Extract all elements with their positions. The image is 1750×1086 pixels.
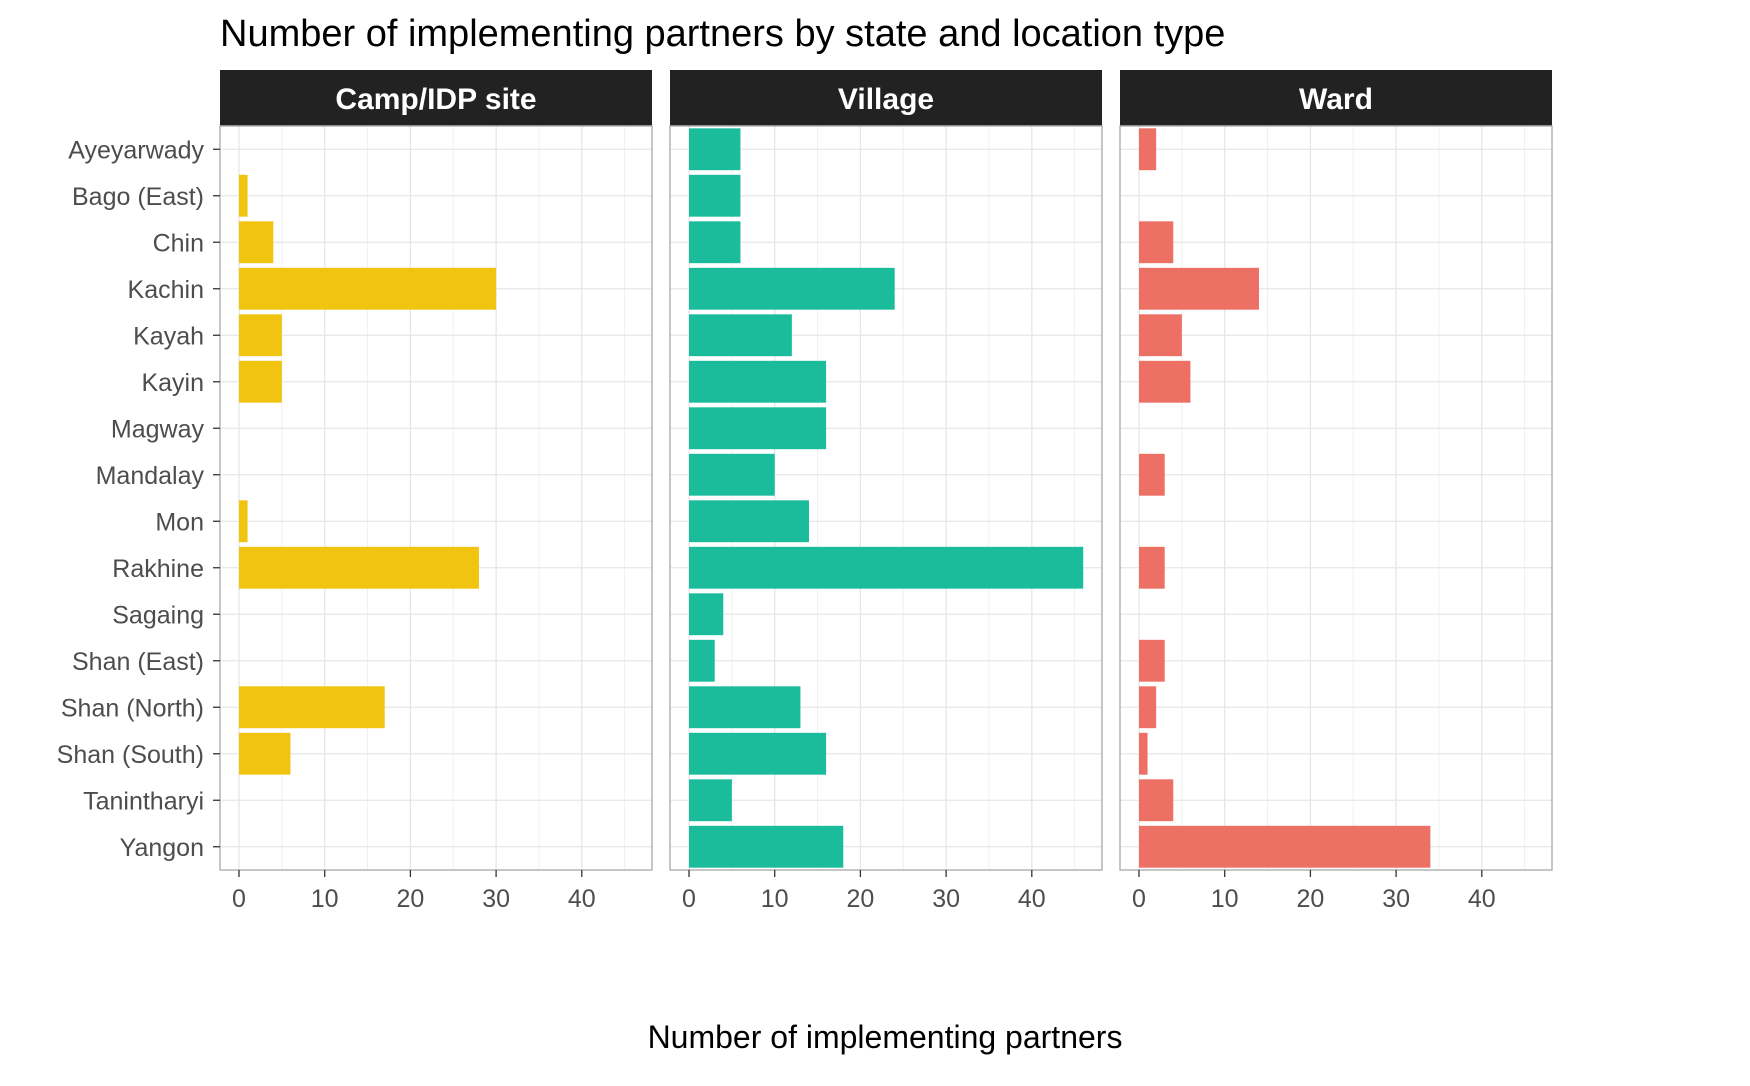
bar-shan-north <box>239 686 385 729</box>
bar-kayin <box>239 360 282 403</box>
bar-ayeyarwady <box>1139 128 1157 171</box>
bar-mon <box>239 500 248 543</box>
panel-strip <box>220 70 652 126</box>
bar-chin <box>239 221 274 264</box>
x-axis-label: Number of implementing partners <box>648 1019 1123 1055</box>
panel-strip <box>670 70 1102 126</box>
x-tick-label: 10 <box>761 885 789 913</box>
panel-strip-label: Camp/IDP site <box>335 83 536 116</box>
x-tick-label: 40 <box>1018 885 1046 913</box>
x-tick-label: 0 <box>682 885 696 913</box>
bar-ayeyarwady <box>689 128 741 171</box>
y-axis: Ayeyarwady Bago (East) Chin Kachin Kayah Kayi… <box>57 136 220 862</box>
x-tick-label: 40 <box>568 885 596 913</box>
bar-kachin <box>1139 267 1259 310</box>
bar-tanintharyi <box>1139 779 1174 822</box>
panel-border <box>219 125 653 871</box>
bar-chin <box>689 221 741 264</box>
panel-strip-label: Ward <box>1299 83 1373 116</box>
panel-strip <box>1120 70 1552 126</box>
y-tick-label: Shan (North) <box>61 694 204 722</box>
bar-shan-north <box>689 686 801 729</box>
panel-border <box>1119 125 1553 871</box>
bar-mandalay <box>1139 453 1165 496</box>
bar-magway <box>689 407 827 450</box>
x-tick-label: 30 <box>1382 885 1410 913</box>
bar-shan-east <box>1139 639 1165 682</box>
bar-mon <box>689 500 809 543</box>
bar-kayin <box>1139 360 1191 403</box>
y-tick-label: Mandalay <box>96 462 205 490</box>
y-tick-label: Rakhine <box>112 555 204 583</box>
x-tick-label: 20 <box>846 885 874 913</box>
bar-kayah <box>1139 314 1182 357</box>
bar-tanintharyi <box>689 779 732 822</box>
x-tick-label: 20 <box>396 885 424 913</box>
bar-rakhine <box>689 546 1084 589</box>
y-tick-label: Shan (East) <box>72 648 204 676</box>
y-tick-label: Kachin <box>128 276 204 304</box>
y-tick-label: Magway <box>111 415 205 443</box>
x-tick-label: 10 <box>1211 885 1239 913</box>
x-tick-label: 10 <box>311 885 339 913</box>
x-tick-label: 20 <box>1296 885 1324 913</box>
bar-mandalay <box>689 453 775 496</box>
y-tick-label: Mon <box>155 508 204 536</box>
bar-kachin <box>689 267 895 310</box>
bar-yangon <box>1139 825 1431 868</box>
y-tick-label: Chin <box>153 229 204 257</box>
panel-village: Village 0 10 20 30 40 <box>669 70 1103 913</box>
x-tick-label: 30 <box>932 885 960 913</box>
bar-shan-south <box>239 732 291 775</box>
y-tick-label: Bago (East) <box>72 183 204 211</box>
bar-kachin <box>239 267 497 310</box>
y-tick-label: Kayin <box>141 369 204 397</box>
y-tick-label: Ayeyarwady <box>68 136 204 164</box>
panel-border <box>669 125 1103 871</box>
bar-shan-south <box>689 732 827 775</box>
y-tick-label: Yangon <box>120 834 204 862</box>
panel-ward: Ward 0 10 20 30 40 <box>1119 70 1553 913</box>
bar-kayin <box>689 360 827 403</box>
bar-bago-east <box>239 174 248 217</box>
y-tick-label: Shan (South) <box>57 741 204 769</box>
y-tick-label: Tanintharyi <box>83 787 204 815</box>
y-tick-label: Kayah <box>133 322 204 350</box>
x-tick-label: 30 <box>482 885 510 913</box>
x-tick-label: 40 <box>1468 885 1496 913</box>
panel-camp-idp-site: Camp/IDP site 0 10 20 30 40 <box>219 70 653 913</box>
bar-kayah <box>239 314 282 357</box>
panel-strip-label: Village <box>838 83 934 116</box>
bar-sagaing <box>689 593 724 636</box>
bar-shan-east <box>689 639 715 682</box>
bar-rakhine <box>1139 546 1165 589</box>
y-tick-label: Sagaing <box>112 601 204 629</box>
bar-shan-north <box>1139 686 1157 729</box>
bar-chin <box>1139 221 1174 264</box>
x-tick-label: 0 <box>232 885 246 913</box>
bar-bago-east <box>689 174 741 217</box>
bar-rakhine <box>239 546 479 589</box>
chart-title: Number of implementing partners by state… <box>220 13 1225 55</box>
bar-kayah <box>689 314 792 357</box>
bar-yangon <box>689 825 844 868</box>
bar-shan-south <box>1139 732 1148 775</box>
x-tick-label: 0 <box>1132 885 1146 913</box>
